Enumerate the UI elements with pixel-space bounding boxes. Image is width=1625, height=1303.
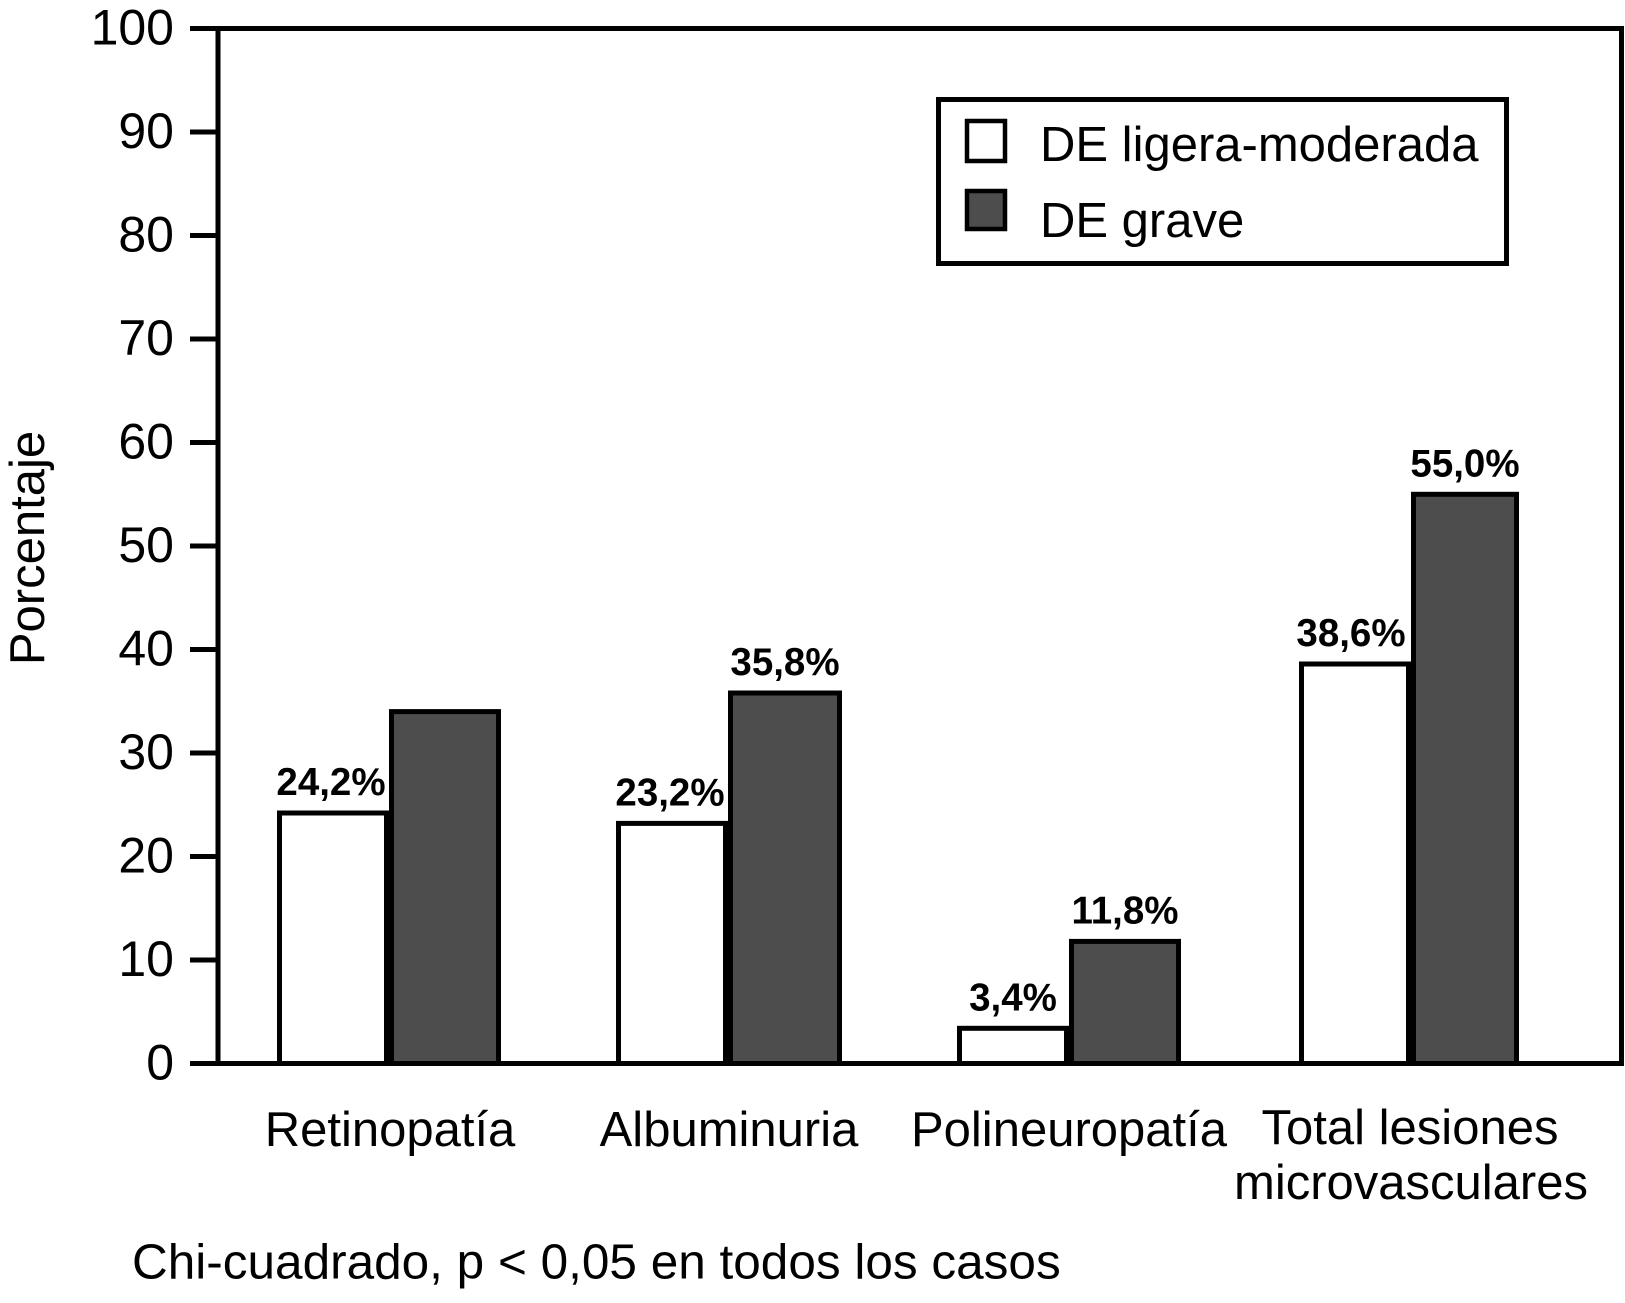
svg-text:Albuminuria: Albuminuria <box>600 1103 859 1157</box>
svg-text:DE ligera-moderada: DE ligera-moderada <box>1040 118 1479 172</box>
svg-text:38,6%: 38,6% <box>1296 612 1405 655</box>
svg-text:35,8%: 35,8% <box>730 641 839 684</box>
svg-text:DE grave: DE grave <box>1040 194 1244 248</box>
svg-text:10: 10 <box>118 931 174 987</box>
svg-text:80: 80 <box>118 207 174 263</box>
svg-text:20: 20 <box>118 828 174 884</box>
svg-text:70: 70 <box>118 310 174 366</box>
svg-text:Porcentaje: Porcentaje <box>1 431 55 665</box>
svg-text:50: 50 <box>118 517 174 573</box>
svg-text:40: 40 <box>118 621 174 677</box>
svg-text:Chi-cuadrado, p < 0,05 en todo: Chi-cuadrado, p < 0,05 en todos los caso… <box>132 1235 1061 1290</box>
svg-text:55,0%: 55,0% <box>1410 443 1519 486</box>
svg-text:24,2%: 24,2% <box>276 761 385 804</box>
svg-text:23,2%: 23,2% <box>615 772 724 815</box>
svg-text:Polineuropatía: Polineuropatía <box>911 1103 1228 1157</box>
svg-text:Total lesiones: Total lesiones <box>1262 1101 1559 1155</box>
svg-text:Retinopatía: Retinopatía <box>265 1103 516 1157</box>
svg-text:60: 60 <box>118 414 174 470</box>
svg-text:0: 0 <box>146 1035 174 1091</box>
svg-text:3,4%: 3,4% <box>969 977 1057 1020</box>
svg-text:microvasculares: microvasculares <box>1234 1156 1588 1210</box>
svg-text:30: 30 <box>118 724 174 780</box>
svg-text:100: 100 <box>91 0 174 56</box>
svg-text:11,8%: 11,8% <box>1071 890 1178 933</box>
svg-text:90: 90 <box>118 103 174 159</box>
